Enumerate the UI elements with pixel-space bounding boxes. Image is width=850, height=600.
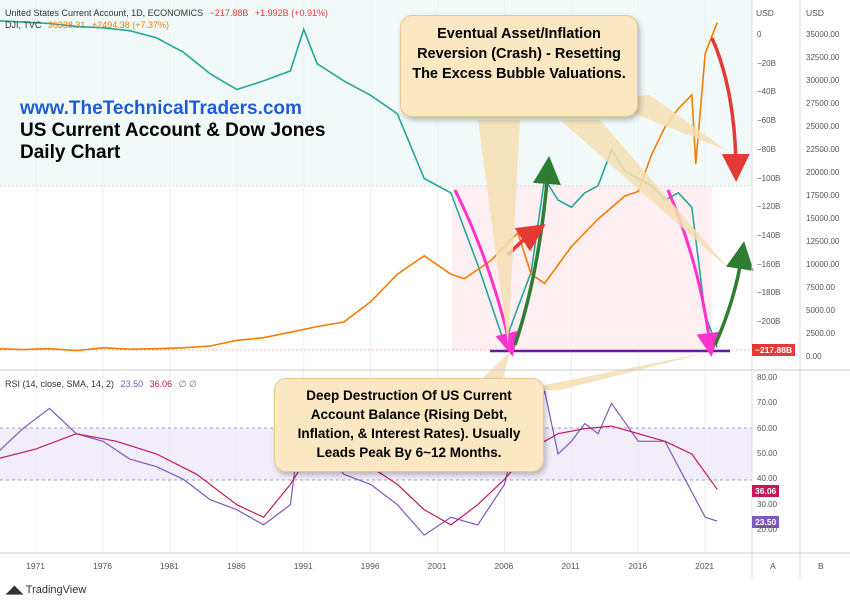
rsi-series-line [0, 390, 718, 536]
axis-header-right: USD [806, 8, 824, 18]
green-arrow-2021 [713, 241, 754, 346]
legend-rsi-label: RSI (14, close, SMA, 14, 2) [5, 379, 115, 389]
rsi-y-tick: 60.00 [757, 423, 778, 433]
tradingview-logo[interactable]: ◢◣ TradingView [6, 583, 86, 596]
y-tick-left: −60B [757, 116, 776, 126]
tv-brand: TradingView [25, 584, 87, 596]
y-tick-right: 35000.00 [806, 30, 840, 39]
axis-header-left: USD [756, 8, 774, 18]
pink-arrow-2006 [453, 189, 519, 357]
callout-pointer-2 [560, 120, 730, 270]
legend-ca-value: −217.88B [209, 8, 249, 18]
legend-rsi-v1: 23.50 [120, 379, 144, 389]
y-tick-right: 25000.00 [806, 122, 840, 131]
x-tick-label: 2016 [628, 561, 648, 571]
legend-dji-symbol: DJI, TVC [5, 20, 42, 30]
price-tag-rsi-ma: 36.06 [752, 485, 780, 497]
tv-icon: ◢◣ [6, 584, 23, 596]
legend-rsi-v2: 36.06 [149, 379, 173, 389]
x-tick-label: 1986 [226, 561, 246, 571]
x-tick-label: 1991 [293, 561, 313, 571]
watermark: www.TheTechnicalTraders.com US Current A… [20, 98, 325, 164]
x-tick-label: 1976 [93, 561, 112, 571]
y-tick-right: 30000.00 [806, 76, 840, 85]
callout-pointer-1 [478, 120, 520, 345]
price-tag-ca: −217.88B [752, 344, 796, 356]
y-tick-left: −160B [757, 259, 781, 269]
x-tick-label: 2011 [561, 561, 580, 571]
y-tick-left: −180B [757, 288, 781, 298]
rsi-sma-series-line [0, 425, 718, 526]
y-tick-left: −120B [757, 202, 781, 212]
rsi-y-tick: 80.00 [757, 373, 778, 382]
y-tick-right: 0.00 [806, 352, 822, 361]
y-tick-right: 20000.00 [806, 168, 840, 177]
y-tick-right: 12500.00 [806, 237, 840, 246]
legend-dji-value: 36338.31 [47, 20, 86, 30]
legend-ca-symbol: United States Current Account, 1D, ECONO… [5, 8, 204, 18]
y-tick-right: 7500.00 [806, 283, 835, 292]
y-tick-left: −140B [757, 230, 781, 240]
footer-bar [0, 578, 850, 600]
legend-dji: DJI, TVC 36338.31 +2494.38 (+7.37%) [5, 20, 169, 30]
legend-rsi-rest: ∅ ∅ [178, 379, 197, 389]
watermark-subtitle: Daily Chart [20, 142, 121, 163]
y-tick-right: 22500.00 [806, 145, 840, 154]
y-tick-right: 27500.00 [806, 99, 840, 108]
y-tick-right: 15000.00 [806, 214, 840, 223]
x-tick-label: 2001 [427, 561, 447, 571]
rsi-y-tick: 70.00 [757, 398, 778, 408]
x-tick-label: 1981 [159, 561, 179, 571]
rsi-y-tick: 50.00 [757, 449, 778, 458]
x-tick-label: 2006 [494, 561, 514, 571]
green-arrow-2007 [513, 156, 561, 346]
watermark-title: US Current Account & Dow Jones [20, 120, 326, 141]
x-tick-label: 1971 [26, 561, 46, 571]
legend-ca: United States Current Account, 1D, ECONO… [5, 8, 328, 18]
x-tick-label: 1996 [360, 561, 380, 571]
y-tick-right: 17500.00 [806, 191, 840, 200]
callout-bottom: Deep Destruction Of US Current Account B… [274, 378, 544, 472]
watermark-url: www.TheTechnicalTraders.com [20, 98, 302, 119]
dow-series-line [0, 22, 718, 352]
red-arrow-top [710, 37, 750, 182]
legend-rsi: RSI (14, close, SMA, 14, 2) 23.50 36.06 … [5, 379, 197, 390]
scale-a-button[interactable]: A [770, 561, 776, 571]
x-tick-label: 2021 [695, 561, 715, 571]
callout-top: Eventual Asset/Inflation Reversion (Cras… [400, 15, 638, 117]
y-tick-left: −100B [757, 173, 781, 183]
legend-ca-change: +1.992B (+0.91%) [254, 8, 328, 18]
y-tick-right: 5000.00 [806, 306, 835, 315]
y-tick-left: 0 [757, 30, 762, 39]
y-tick-right: 32500.00 [806, 53, 840, 62]
y-tick-left: −80B [757, 144, 776, 154]
y-tick-left: −40B [757, 87, 776, 97]
rsi-y-tick: 20.00 [757, 525, 778, 534]
rsi-y-tick: 40.00 [757, 474, 778, 484]
rsi-y-tick: 30.00 [757, 499, 778, 509]
scale-b-button[interactable]: B [818, 561, 824, 571]
callout-pointer-5 [520, 352, 710, 390]
y-tick-left: −200B [757, 317, 781, 326]
y-tick-right: 10000.00 [806, 260, 840, 269]
y-tick-left: −20B [757, 58, 776, 68]
price-tag-rsi: 23.50 [752, 516, 780, 528]
y-tick-right: 2500.00 [806, 329, 835, 338]
legend-dji-change: +2494.38 (+7.37%) [91, 20, 169, 30]
